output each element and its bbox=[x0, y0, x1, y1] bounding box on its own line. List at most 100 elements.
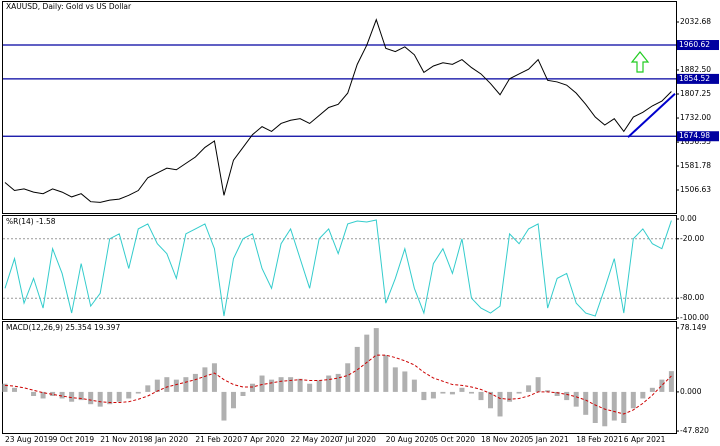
macd-bar bbox=[50, 391, 56, 396]
macd-bar bbox=[478, 391, 484, 401]
macd-bar bbox=[297, 378, 303, 392]
x-tick-label: 21 Nov 2019 bbox=[100, 435, 148, 444]
macd-title: MACD(12,26,9) 25.354 19.397 bbox=[6, 323, 120, 332]
x-tick-label: 20 Aug 2020 bbox=[386, 435, 434, 444]
macd-bar bbox=[364, 334, 370, 392]
macd-bar bbox=[526, 385, 532, 392]
macd-bar bbox=[97, 391, 103, 407]
y-tick-label: -47.820 bbox=[680, 426, 709, 435]
macd-bar bbox=[12, 387, 18, 392]
macd-bar bbox=[240, 391, 246, 396]
macd-bar bbox=[40, 391, 46, 399]
macd-bar bbox=[468, 391, 474, 394]
macd-bar bbox=[2, 383, 8, 392]
macd-bar bbox=[583, 391, 589, 415]
macd-bar bbox=[592, 391, 598, 423]
macd-bar bbox=[659, 379, 665, 392]
x-tick-label: 5 Jan 2021 bbox=[529, 435, 569, 444]
macd-bar bbox=[211, 363, 217, 392]
macd-panel bbox=[2, 321, 677, 434]
macd-bar bbox=[145, 385, 151, 392]
macd-bar bbox=[307, 383, 313, 392]
macd-bar bbox=[135, 391, 141, 394]
series-line bbox=[4, 18, 672, 203]
macd-bar bbox=[88, 391, 94, 405]
series-line bbox=[4, 219, 672, 317]
macd-bar bbox=[392, 367, 398, 392]
macd-bar bbox=[164, 377, 170, 392]
macd-bar bbox=[250, 383, 256, 392]
macd-bar bbox=[230, 391, 236, 409]
macd-bar bbox=[326, 375, 332, 392]
macd-bar bbox=[640, 391, 646, 399]
macd-bar bbox=[430, 391, 436, 399]
macd-bar bbox=[78, 391, 84, 401]
chart-title: XAUUSD, Daily: Gold vs US Dollar bbox=[6, 2, 132, 11]
y-tick-label: 1807.25 bbox=[680, 89, 711, 98]
wpr-panel bbox=[2, 215, 677, 320]
price-panel bbox=[2, 1, 677, 214]
macd-bar bbox=[107, 391, 113, 405]
macd-bar bbox=[507, 391, 513, 402]
y-tick-label: 1732.00 bbox=[680, 113, 711, 122]
macd-bar bbox=[278, 377, 284, 392]
y-tick-label: 1656.55 bbox=[680, 137, 711, 146]
x-tick-label: 9 Oct 2019 bbox=[53, 435, 95, 444]
macd-bar bbox=[173, 379, 179, 392]
macd-bar bbox=[335, 373, 341, 392]
x-tick-label: 7 Apr 2020 bbox=[243, 435, 285, 444]
macd-bar bbox=[202, 367, 208, 392]
macd-bar bbox=[316, 380, 322, 392]
macd-bar bbox=[535, 377, 541, 392]
macd-bar bbox=[573, 391, 579, 407]
macd-bar bbox=[421, 391, 427, 401]
macd-bar bbox=[630, 391, 636, 409]
x-tick-label: 18 Feb 2021 bbox=[576, 435, 623, 444]
level-label: 1960.62 bbox=[679, 40, 710, 49]
macd-bar bbox=[383, 355, 389, 392]
macd-bar bbox=[440, 391, 446, 394]
macd-bar bbox=[221, 391, 227, 421]
macd-bar bbox=[59, 391, 65, 399]
y-tick-label: 0.00 bbox=[680, 214, 697, 223]
y-tick-label: 0.000 bbox=[680, 387, 702, 396]
macd-bar bbox=[116, 391, 122, 402]
macd-bar bbox=[126, 391, 132, 399]
macd-bar bbox=[497, 391, 503, 417]
macd-bar bbox=[259, 375, 265, 392]
y-tick-label: 1506.63 bbox=[680, 185, 711, 194]
x-tick-label: 22 May 2020 bbox=[291, 435, 340, 444]
macd-bar bbox=[345, 363, 351, 392]
macd-bar bbox=[668, 371, 674, 392]
level-label: 1854.52 bbox=[679, 74, 710, 83]
y-tick-label: 2032.68 bbox=[680, 17, 711, 26]
y-tick-label: -20.00 bbox=[680, 234, 704, 243]
x-tick-label: 7 Jul 2020 bbox=[338, 435, 376, 444]
y-tick-label: 78.149 bbox=[680, 323, 706, 332]
trendline bbox=[627, 93, 676, 138]
macd-bar bbox=[402, 371, 408, 392]
level-label-box bbox=[677, 40, 719, 51]
y-tick-label: 1882.50 bbox=[680, 65, 711, 74]
wpr-title: %R(14) -1.58 bbox=[6, 217, 56, 226]
macd-bar bbox=[459, 387, 465, 392]
macd-bar bbox=[611, 391, 617, 421]
macd-bar bbox=[516, 391, 522, 394]
series-line bbox=[4, 354, 672, 415]
macd-bar bbox=[564, 391, 570, 401]
macd-bar bbox=[411, 379, 417, 392]
x-tick-label: 6 Apr 2021 bbox=[624, 435, 666, 444]
y-tick-label: 1581.78 bbox=[680, 161, 711, 170]
x-tick-label: 18 Nov 2020 bbox=[481, 435, 529, 444]
macd-bar bbox=[449, 391, 455, 395]
y-tick-label: -100.00 bbox=[680, 313, 709, 322]
level-label: 1674.98 bbox=[679, 131, 710, 140]
x-tick-label: 5 Oct 2020 bbox=[433, 435, 475, 444]
x-tick-label: 21 Feb 2020 bbox=[195, 435, 242, 444]
macd-bar bbox=[69, 391, 75, 402]
macd-bar bbox=[554, 391, 560, 396]
macd-bar bbox=[545, 390, 551, 392]
macd-bar bbox=[649, 387, 655, 392]
